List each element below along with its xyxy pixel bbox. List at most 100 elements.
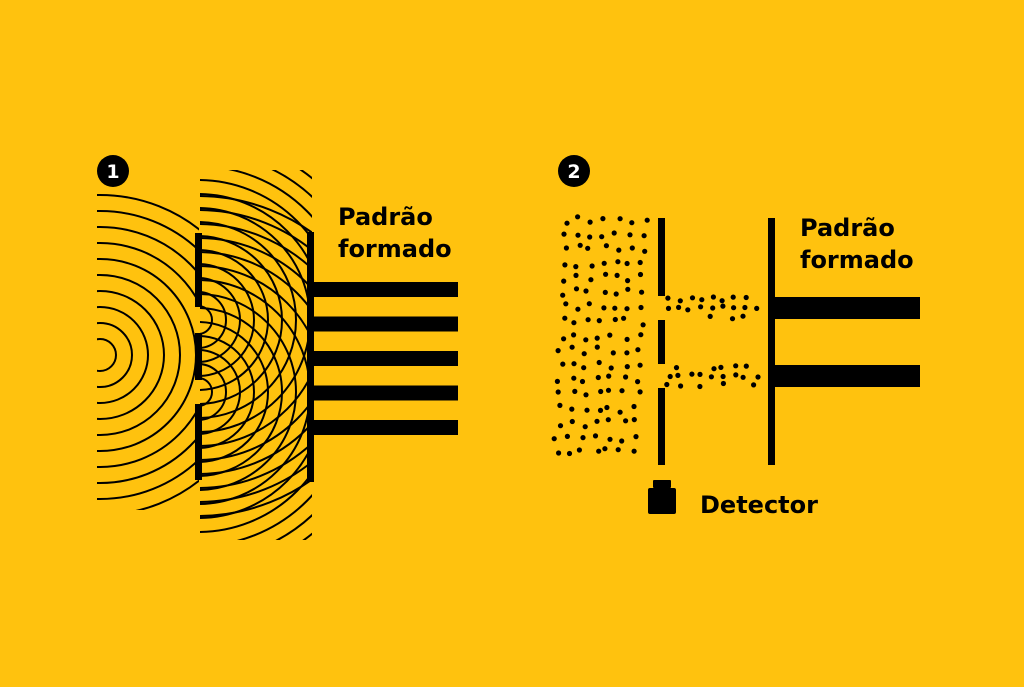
- particle-dot: [624, 364, 630, 370]
- particle-dot: [719, 298, 725, 304]
- barrier-2-middle-segment: [658, 320, 665, 364]
- particle-dot: [576, 447, 583, 453]
- particle-dot: [623, 374, 629, 380]
- particle-dot: [571, 361, 577, 367]
- panel-1-waves: 1 Padrão formado: [97, 155, 458, 540]
- diffracted-ring: [200, 335, 255, 449]
- step-1-badge: [97, 155, 129, 187]
- particle-dot: [560, 361, 566, 367]
- wavefront-ring: [97, 322, 133, 388]
- particle-dot: [596, 359, 602, 366]
- particle-dot: [571, 375, 577, 381]
- particle-dot: [562, 262, 568, 268]
- particle-dot: [624, 260, 630, 267]
- particle-dot: [617, 216, 623, 222]
- diffracted-ring: [200, 349, 241, 435]
- pattern-label-panel-2-line-1: Padrão: [800, 214, 895, 242]
- particle-dot: [733, 363, 739, 369]
- particle-dot: [602, 446, 608, 452]
- particle-dot: [613, 291, 619, 297]
- particle-dot: [619, 388, 625, 394]
- wavefront-ring: [97, 306, 149, 404]
- particle-dot: [665, 295, 671, 301]
- diffracted-ring: [200, 305, 213, 335]
- particle-dot: [743, 363, 749, 369]
- particle-dot: [742, 304, 748, 311]
- particle-dot: [678, 383, 684, 389]
- particle-dot: [637, 389, 643, 395]
- particle-dot: [624, 336, 630, 342]
- particle-dot: [611, 230, 617, 236]
- particle-dot: [731, 305, 737, 311]
- wavefront-ring: [97, 210, 199, 500]
- particle-dot: [566, 450, 573, 457]
- particle-dot: [676, 304, 682, 310]
- particle-dot: [638, 304, 644, 311]
- particle-dot: [583, 337, 589, 343]
- particle-dot: [564, 433, 571, 439]
- particle-dot: [569, 418, 575, 425]
- particle-dot: [594, 335, 600, 341]
- particle-dot: [740, 313, 746, 319]
- particle-dot: [557, 423, 564, 429]
- particle-dot: [603, 271, 609, 277]
- particle-dot: [584, 407, 590, 413]
- particle-dot: [603, 243, 610, 249]
- particle-dot: [689, 295, 696, 301]
- step-1-badge-number: 1: [106, 161, 119, 183]
- particle-dot: [554, 378, 561, 384]
- screen-panel-1: [307, 232, 314, 482]
- particle-dot: [718, 364, 724, 370]
- particle-dot: [589, 263, 595, 269]
- diffracted-ring: [200, 249, 269, 391]
- particle-dot: [573, 264, 579, 270]
- particle-dot: [754, 305, 760, 311]
- particle-dot: [581, 351, 587, 357]
- pattern-label-panel-2-line-2: formado: [800, 246, 914, 274]
- particle-dot: [606, 373, 612, 379]
- particle-dot: [594, 344, 600, 350]
- particle-dot: [572, 388, 578, 394]
- particle-dot: [582, 424, 588, 430]
- interference-pattern: [314, 282, 458, 435]
- wavefront-ring: [97, 338, 117, 372]
- particle-dot: [616, 247, 622, 253]
- particle-dot: [755, 374, 761, 380]
- particle-dot: [615, 259, 621, 265]
- pattern-band: [775, 297, 920, 319]
- particle-dot: [562, 315, 568, 321]
- particle-dot: [569, 406, 575, 412]
- particle-dot: [631, 403, 637, 410]
- barrier-middle-segment: [195, 333, 202, 380]
- particle-dot: [596, 318, 602, 324]
- particle-dot: [586, 301, 592, 307]
- particle-dot: [596, 448, 602, 454]
- particle-dot: [600, 216, 606, 222]
- particle-dot: [711, 366, 717, 372]
- panel-2-particles: 2 Padrão formado Detector: [551, 155, 920, 519]
- step-2-badge: [558, 155, 590, 187]
- pattern-label-panel-1-line-2: formado: [338, 235, 452, 263]
- particle-dot: [629, 220, 635, 226]
- particle-dot: [561, 336, 567, 342]
- barrier-top-segment: [195, 233, 202, 307]
- particle-dot: [594, 418, 600, 424]
- diffracted-ring: [200, 307, 283, 477]
- particle-dot: [601, 260, 607, 266]
- particle-dot: [585, 245, 591, 251]
- particle-dot: [587, 219, 593, 225]
- particle-dot: [555, 348, 561, 354]
- barrier-bottom-segment: [195, 404, 202, 480]
- particle-dot: [667, 373, 673, 380]
- particle-dot: [638, 332, 644, 338]
- particle-dot: [607, 436, 613, 442]
- particle-dot: [612, 305, 618, 311]
- detector-icon: [648, 480, 676, 514]
- particle-dot: [573, 286, 580, 292]
- diffracted-ring: [200, 263, 255, 377]
- particle-dot: [580, 435, 586, 441]
- particle-dot: [624, 350, 630, 356]
- particle-dot: [557, 402, 563, 408]
